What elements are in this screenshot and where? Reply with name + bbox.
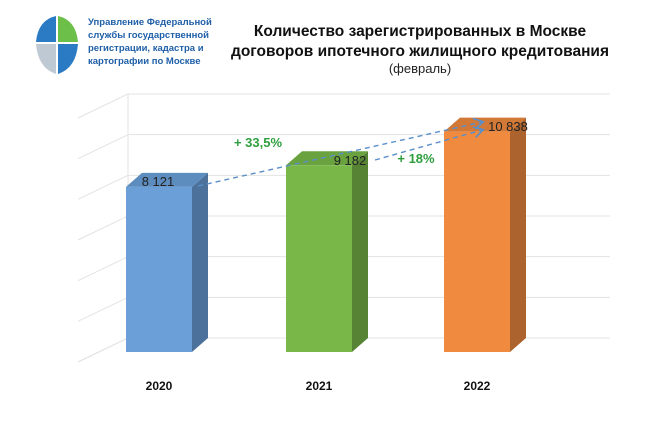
- bar-2020: [126, 172, 208, 352]
- grid-diagonal: [77, 296, 129, 322]
- axis-floor-edge: [77, 337, 129, 363]
- org-line: картографии по Москве: [88, 56, 201, 67]
- chart-title-line: договоров ипотечного жилищного кредитова…: [230, 43, 610, 60]
- bar-front: [286, 165, 352, 352]
- org-line: регистрации, кадастра и: [88, 43, 204, 54]
- bar-2022: [444, 117, 526, 352]
- grid-diagonal: [77, 256, 129, 282]
- growth-arrow-2021-2022: [374, 130, 482, 161]
- growth-arrow-2020-2022: [197, 122, 482, 187]
- data-label: 8 121: [142, 174, 175, 189]
- grid-diagonal: [77, 134, 129, 160]
- bar-front: [126, 186, 192, 352]
- organization-name: Управление Федеральной службы государств…: [88, 16, 218, 68]
- x-tick-label: 2021: [306, 379, 333, 393]
- bar-front: [444, 131, 510, 352]
- grid-diagonal: [77, 215, 129, 241]
- org-line: службы государственной: [88, 30, 209, 41]
- chart-subtitle: (февраль): [388, 61, 452, 76]
- chart-title: Количество зарегистрированных в Москве д…: [200, 22, 640, 62]
- chart-title-line: Количество зарегистрированных в Москве: [253, 23, 587, 40]
- growth-annotation: + 33,5%: [234, 135, 283, 150]
- grid-diagonal: [77, 93, 129, 119]
- growth-annotation: + 18%: [397, 151, 435, 166]
- bar-side: [510, 117, 526, 352]
- x-tick-label: 2020: [146, 379, 173, 393]
- data-label: 9 182: [334, 153, 367, 168]
- bar-side: [192, 172, 208, 352]
- rosreestr-logo-icon: [36, 16, 78, 74]
- bar-top: [126, 172, 208, 187]
- grid-diagonal: [77, 174, 129, 200]
- x-tick-label: 2022: [464, 379, 491, 393]
- data-label: 10 838: [488, 119, 528, 134]
- bar-side: [352, 151, 368, 352]
- org-line: Управление Федеральной: [88, 17, 212, 28]
- bar-2021: [286, 151, 368, 352]
